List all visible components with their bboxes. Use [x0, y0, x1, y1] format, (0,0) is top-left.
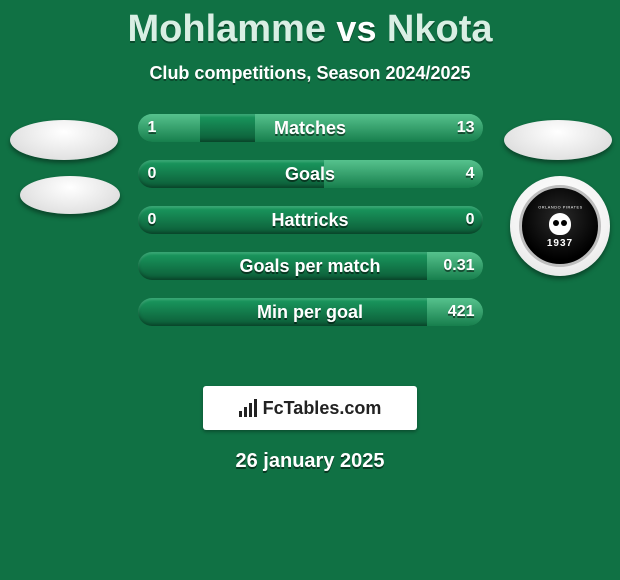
- bar-fill-right: [427, 252, 482, 280]
- club-year: 1937: [547, 238, 573, 249]
- stat-bar-row: 0.31Goals per match: [138, 252, 483, 280]
- stat-bars: 113Matches04Goals00Hattricks0.31Goals pe…: [138, 114, 483, 326]
- stat-bar-row: 421Min per goal: [138, 298, 483, 326]
- bar-fill-right: [255, 114, 483, 142]
- left-avatars: [4, 114, 124, 214]
- stat-bar-row: 04Goals: [138, 160, 483, 188]
- bar-fill-left: [138, 114, 200, 142]
- player2-name: Nkota: [387, 8, 493, 51]
- player1-name: Mohlamme: [127, 8, 325, 51]
- comparison-content: ORLANDO PIRATES 1937 113Matches04Goals00…: [0, 114, 620, 374]
- stat-bar-row: 113Matches: [138, 114, 483, 142]
- bar-value-left: 0: [148, 211, 157, 229]
- player1-club-logo: [20, 176, 120, 214]
- bar-fill-right: [427, 298, 482, 326]
- comparison-card: Mohlamme vs Nkota Club competitions, Sea…: [0, 0, 620, 473]
- watermark-box[interactable]: FcTables.com: [203, 386, 417, 430]
- right-avatars: ORLANDO PIRATES 1937: [498, 114, 618, 276]
- bar-label: Hattricks: [138, 210, 483, 231]
- bars-icon: [239, 399, 257, 417]
- subtitle: Club competitions, Season 2024/2025: [0, 63, 620, 84]
- bar-fill-right: [324, 160, 483, 188]
- date-text: 26 january 2025: [0, 450, 620, 473]
- player2-photo: [504, 120, 612, 160]
- watermark-text: FcTables.com: [263, 398, 382, 419]
- stat-bar-row: 0 0Hattricks: [138, 206, 483, 234]
- club-badge: ORLANDO PIRATES 1937: [519, 185, 601, 267]
- skull-icon: [549, 213, 571, 235]
- player2-club-logo: ORLANDO PIRATES 1937: [510, 176, 610, 276]
- bar-value-right: 0: [466, 211, 475, 229]
- player1-photo: [10, 120, 118, 160]
- title-row: Mohlamme vs Nkota: [0, 8, 620, 51]
- club-name-text: ORLANDO PIRATES: [538, 205, 583, 209]
- bar-value-left: 0: [148, 165, 157, 183]
- title-vs: vs: [336, 8, 376, 49]
